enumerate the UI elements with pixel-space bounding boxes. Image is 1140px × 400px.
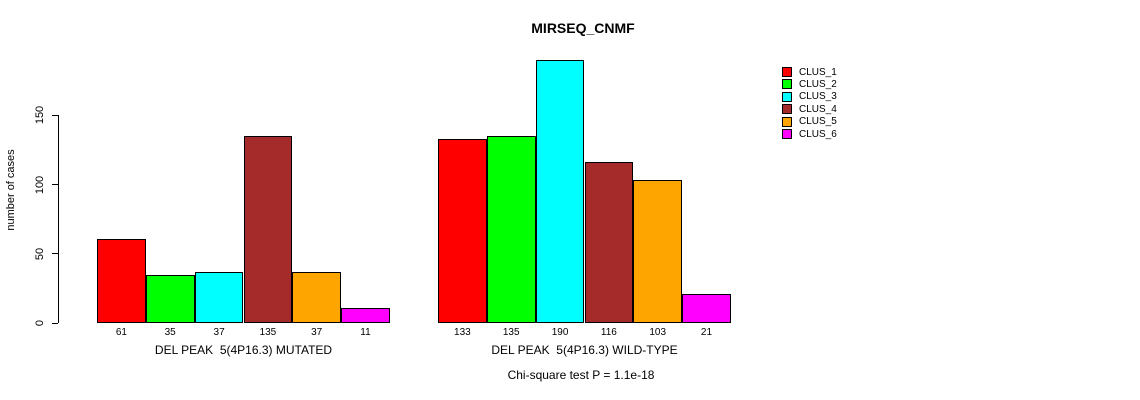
group-label-mutated: DEL PEAK 5(4P16.3) MUTATED bbox=[154, 343, 333, 357]
legend-swatch-icon bbox=[782, 79, 792, 90]
legend-swatch-icon bbox=[782, 129, 792, 139]
y-tick bbox=[52, 253, 58, 255]
bar-clus_1 bbox=[438, 138, 487, 323]
legend-label: CLUS_6 bbox=[799, 128, 837, 140]
y-tick-label: 50 bbox=[34, 247, 46, 260]
legend-label: CLUS_3 bbox=[799, 91, 837, 103]
bar-value-label: 135 bbox=[502, 327, 520, 338]
legend-label: CLUS_2 bbox=[799, 78, 837, 90]
bar-clus_4 bbox=[584, 162, 634, 323]
chi-square-note: Chi-square test P = 1.1e-18 bbox=[507, 368, 655, 382]
legend-item-clus_2: CLUS_2 bbox=[782, 78, 837, 90]
bar-clus_3 bbox=[535, 59, 585, 323]
group-label-wild-type: DEL PEAK 5(4P16.3) WILD-TYPE bbox=[491, 343, 678, 357]
bar-value-label: 35 bbox=[164, 327, 176, 338]
legend-swatch-icon bbox=[782, 116, 792, 127]
y-axis-title: number of cases bbox=[5, 149, 17, 231]
legend-label: CLUS_4 bbox=[799, 103, 837, 115]
y-tick-label: 100 bbox=[34, 175, 46, 194]
legend-item-clus_3: CLUS_3 bbox=[782, 91, 837, 103]
bar-value-label: 135 bbox=[259, 327, 277, 338]
bar-clus_5 bbox=[292, 271, 342, 323]
bar-value-label: 190 bbox=[551, 327, 569, 338]
y-tick-label: 150 bbox=[34, 106, 46, 125]
bar-value-label: 116 bbox=[600, 327, 617, 338]
bar-clus_2 bbox=[145, 274, 195, 323]
chart-title: MIRSEQ_CNMF bbox=[531, 20, 635, 36]
bar-clus_3 bbox=[194, 271, 244, 323]
y-axis-line bbox=[58, 115, 59, 324]
bar-clus_2 bbox=[486, 136, 536, 323]
legend-item-clus_6: CLUS_6 bbox=[782, 128, 837, 140]
y-tick bbox=[52, 114, 58, 116]
y-tick bbox=[52, 322, 58, 324]
legend-swatch-icon bbox=[782, 104, 792, 115]
bar-clus_1 bbox=[97, 238, 146, 323]
bar-value-label: 61 bbox=[115, 327, 127, 338]
y-tick bbox=[52, 184, 58, 185]
bar-clus_5 bbox=[633, 180, 683, 323]
legend-item-clus_4: CLUS_4 bbox=[782, 103, 837, 115]
bar-clus_6 bbox=[341, 307, 390, 323]
bar-value-label: 103 bbox=[649, 327, 667, 338]
bar-value-label: 133 bbox=[454, 327, 471, 338]
legend-swatch-icon bbox=[782, 91, 792, 102]
legend-item-clus_1: CLUS_1 bbox=[782, 66, 837, 78]
bar-clus_6 bbox=[682, 293, 731, 323]
y-tick-label: 0 bbox=[34, 319, 46, 327]
legend-swatch-icon bbox=[782, 67, 792, 77]
legend-label: CLUS_1 bbox=[799, 66, 837, 78]
legend-item-clus_5: CLUS_5 bbox=[782, 116, 837, 128]
bar-value-label: 21 bbox=[700, 327, 713, 338]
bar-clus_4 bbox=[243, 136, 293, 323]
legend-label: CLUS_5 bbox=[799, 116, 837, 128]
bar-value-label: 37 bbox=[311, 327, 323, 338]
bar-value-label: 37 bbox=[213, 327, 225, 338]
bar-value-label: 11 bbox=[360, 327, 371, 338]
